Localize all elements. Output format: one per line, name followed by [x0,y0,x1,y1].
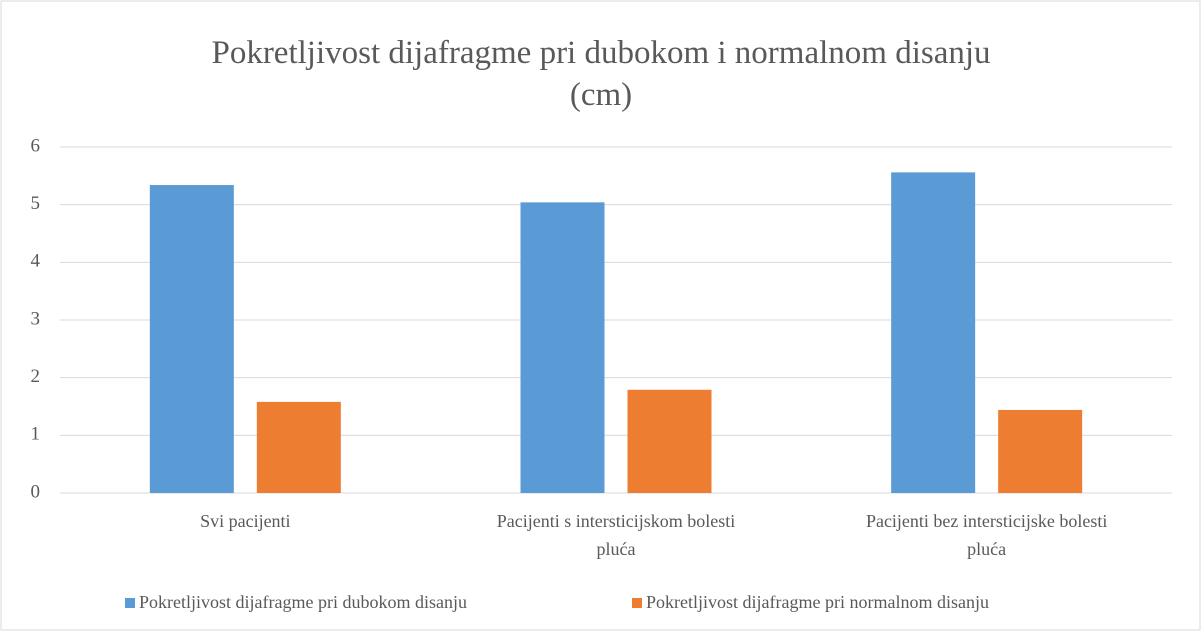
chart-title: Pokretljivost dijafragme pri dubokom i n… [211,35,990,113]
bar [256,401,341,493]
y-tick-label: 1 [31,424,41,445]
bar [149,185,234,493]
bar [520,202,605,494]
y-tick-label: 3 [31,308,41,329]
y-tick-label: 4 [31,251,41,272]
bar [627,389,712,493]
x-tick-label: Pacijenti s intersticijskom bolesti pluća [497,511,735,559]
bar [998,409,1083,493]
x-tick-label: Pacijenti bez intersticijske bolesti pluć… [866,511,1107,559]
bar [891,172,976,493]
legend-label: Pokretljivost dijafragme pri dubokom dis… [139,592,467,612]
legend-swatch [125,598,135,608]
legend-swatch [632,598,642,608]
y-tick-label: 6 [31,135,41,156]
y-tick-label: 2 [31,366,41,387]
y-tick-label: 0 [31,481,41,502]
legend-label: Pokretljivost dijafragme pri normalnom d… [646,592,989,612]
x-tick-label: Svi pacijenti [200,511,290,531]
y-tick-label: 5 [31,193,41,214]
